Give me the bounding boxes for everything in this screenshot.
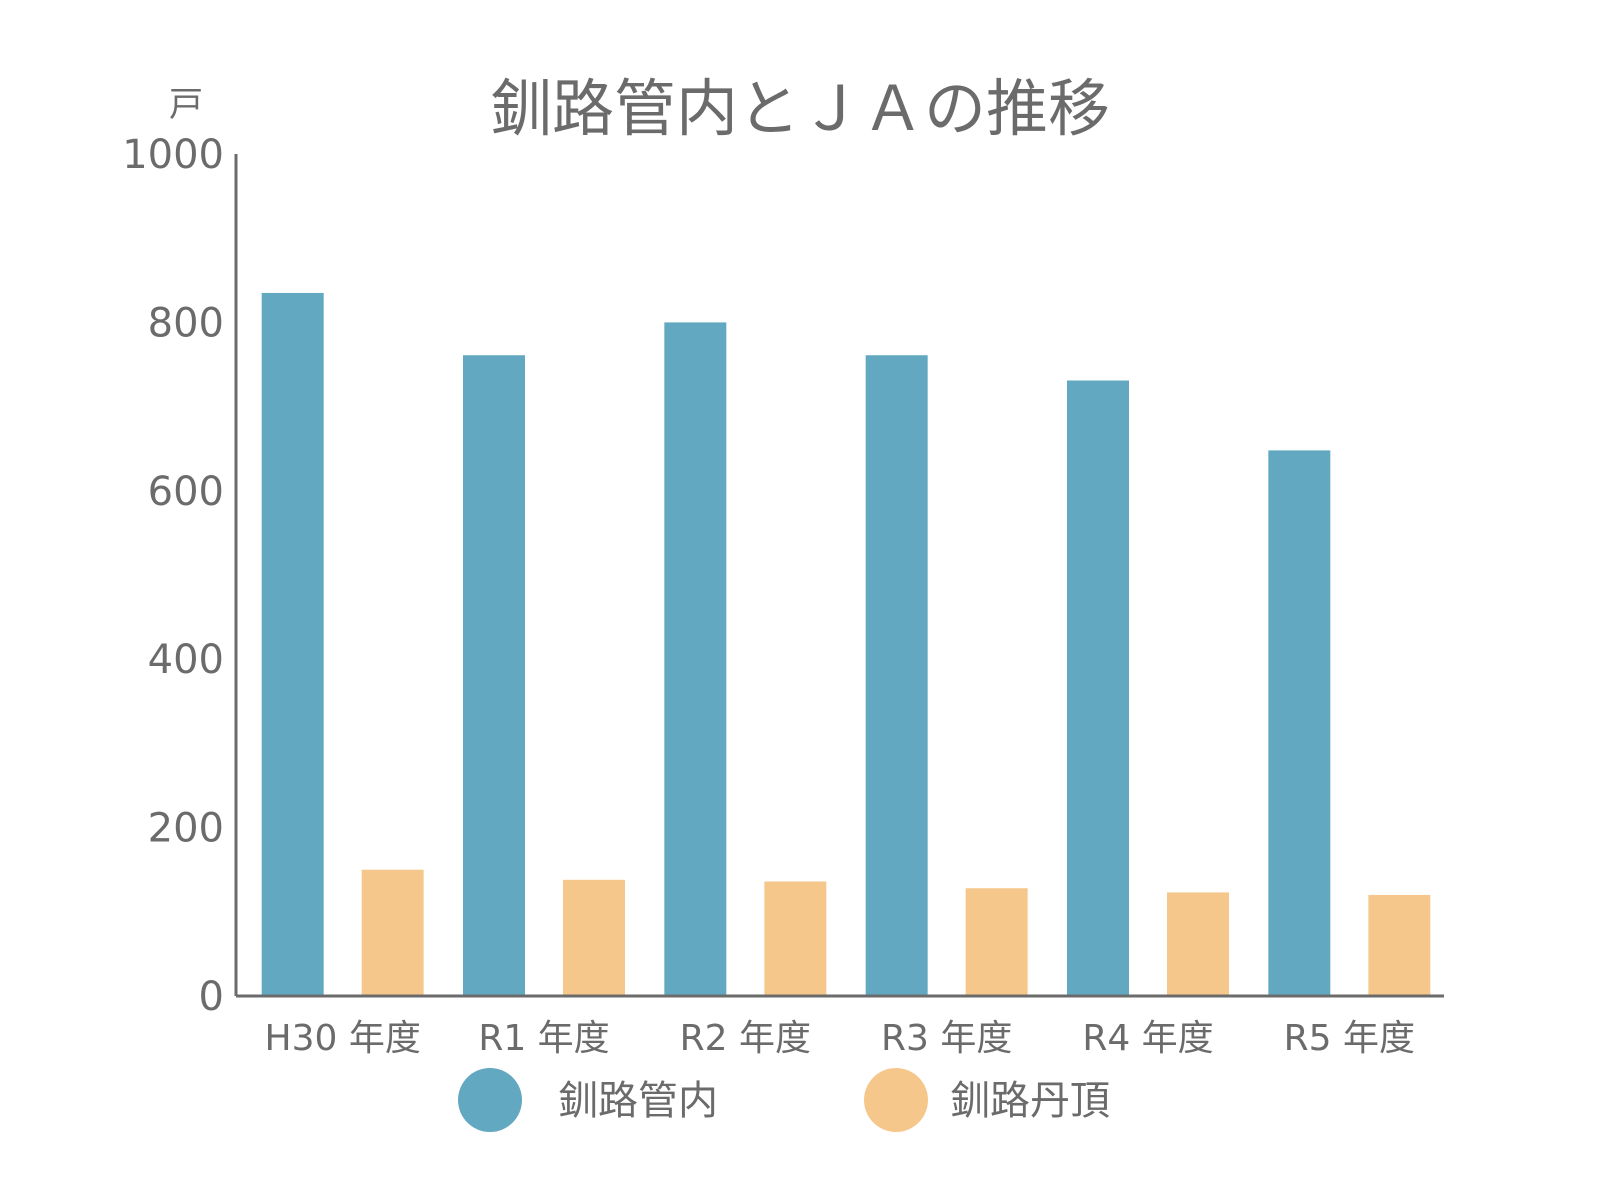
chart-title: 釧路管内とＪＡの推移 <box>490 72 1110 145</box>
bars <box>261 292 1431 996</box>
y-tick-label: 1000 <box>122 132 224 178</box>
x-tick-label: R2 年度 <box>680 1018 811 1059</box>
bar-kushiro-kannai-0 <box>261 292 324 996</box>
legend-label: 釧路管内 <box>558 1078 718 1124</box>
legend-swatch <box>864 1068 928 1132</box>
bar-kushiro-kannai-4 <box>1067 380 1129 996</box>
bar-kushiro-tancho-5 <box>1368 894 1431 996</box>
legend: 釧路管内 釧路丹頂 <box>458 1068 1110 1132</box>
y-axis-unit-label: 戸 <box>169 85 203 125</box>
y-tick-label: 400 <box>148 637 224 683</box>
y-tick-label: 800 <box>148 300 224 346</box>
bar-kushiro-tancho-4 <box>1167 892 1229 996</box>
legend-swatch <box>458 1068 522 1132</box>
x-tick-label: R1 年度 <box>478 1018 609 1059</box>
bar-kushiro-tancho-1 <box>563 879 625 996</box>
x-tick-label: R4 年度 <box>1082 1018 1213 1059</box>
bar-kushiro-kannai-2 <box>664 322 727 996</box>
bar-kushiro-kannai-5 <box>1268 450 1331 996</box>
x-axis-ticks: H30 年度 R1 年度 R2 年度 R3 年度 R4 年度 R5 年度 <box>265 1018 1416 1059</box>
y-tick-label: 200 <box>148 806 224 852</box>
bar-kushiro-tancho-0 <box>361 869 424 996</box>
bar-kushiro-kannai-3 <box>865 355 928 996</box>
bar-kushiro-tancho-2 <box>764 881 827 996</box>
x-tick-label: R3 年度 <box>881 1018 1012 1059</box>
bar-kushiro-kannai-1 <box>463 355 525 996</box>
x-tick-label: H30 年度 <box>265 1018 421 1059</box>
x-tick-label: R5 年度 <box>1284 1018 1415 1059</box>
y-tick-label: 0 <box>199 974 224 1020</box>
legend-label: 釧路丹頂 <box>950 1078 1110 1124</box>
y-axis-ticks: 0 200 400 600 800 1000 <box>122 132 224 1020</box>
bar-kushiro-tancho-3 <box>965 888 1028 996</box>
y-tick-label: 600 <box>148 469 224 515</box>
